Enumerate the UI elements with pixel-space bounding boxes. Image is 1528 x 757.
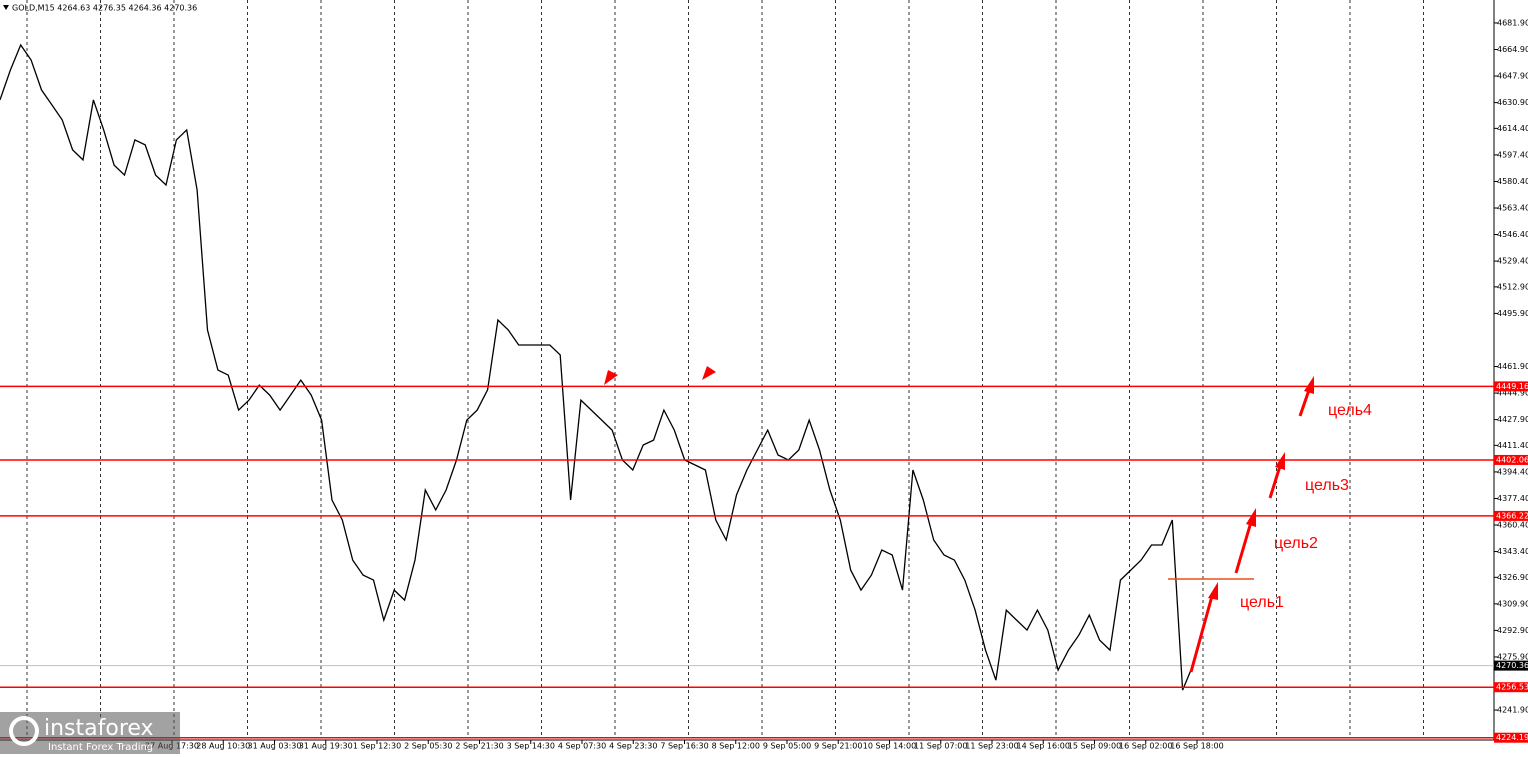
vertical-grid (26, 0, 1424, 738)
arrow-head (1246, 508, 1256, 527)
chart-title: GOLD,M15 4264.63 4276.35 4264.36 4270.36 (12, 4, 197, 13)
x-tick-label: 8 Sep 12:00 (712, 742, 760, 751)
y-tick-label: 4461.90 (1497, 362, 1528, 371)
y-tick-label: 4241.90 (1497, 706, 1528, 715)
arrow (1268, 465, 1282, 499)
level-box (1494, 454, 1528, 465)
y-tick-label: 4394.40 (1497, 467, 1528, 476)
y-tick-label: 4427.90 (1497, 415, 1528, 424)
y-tick-label: 4444.90 (1497, 389, 1528, 398)
y-tick-label: 4529.40 (1497, 257, 1528, 266)
y-tick-label: 4681.90 (1497, 18, 1528, 27)
y-tick-label: 4360.40 (1497, 521, 1528, 530)
level-box (1494, 510, 1528, 521)
x-tick-label: 28 Aug 10:30 (196, 742, 250, 751)
y-tick-label: 4275.90 (1497, 652, 1528, 661)
watermark-tagline: Instant Forex Trading (48, 742, 153, 753)
x-tick-label: 9 Sep 21:00 (814, 742, 862, 751)
plot: 4681.90 4664.90 4647.90 4630.90 4614.40 4597.… (0, 18, 1528, 751)
level-label: 4402.06 (1496, 455, 1528, 464)
x-tick-label: 11 Sep 07:00 (914, 742, 967, 751)
y-tick-label: 4411.40 (1497, 441, 1528, 450)
x-tick-label: 11 Sep 23:00 (965, 742, 1018, 751)
level-label: 4366.22 (1496, 511, 1528, 520)
y-tick-label: 4512.90 (1497, 282, 1528, 291)
marker (702, 366, 716, 380)
level-box (1494, 381, 1528, 392)
x-tick-label: 16 Sep 18:00 (1170, 742, 1223, 751)
x-tick-label: 3 Sep 14:30 (507, 742, 555, 751)
y-tick-label: 4664.90 (1497, 45, 1528, 54)
x-tick-label: 4 Sep 23:30 (609, 742, 657, 751)
y-tick-label: 4580.40 (1497, 177, 1528, 186)
level-label: 4449.16 (1496, 382, 1528, 391)
x-tick-label: 31 Aug 19:30 (299, 742, 353, 751)
x-tick-label: 14 Sep 16:00 (1017, 742, 1070, 751)
annotation: цель4 (1328, 402, 1372, 419)
y-tick-label: 4647.90 (1497, 72, 1528, 81)
level-label: 4224.19 (1496, 733, 1528, 742)
current-price-box (1494, 660, 1528, 671)
x-tick-label: 9 Sep 05:00 (763, 742, 811, 751)
annotation: цель1 (1240, 594, 1284, 611)
arrow-head (1208, 582, 1218, 600)
x-tick-label: 10 Sep 14:00 (863, 742, 916, 751)
arrow (1189, 595, 1214, 673)
arrow (1234, 521, 1253, 574)
y-tick-label: 4343.40 (1497, 547, 1528, 556)
y-tick-label: 4495.90 (1497, 309, 1528, 318)
level-box (1494, 682, 1528, 693)
arrow-head (1275, 452, 1285, 470)
y-tick-label: 4614.40 (1497, 124, 1528, 133)
arrow-head (1304, 376, 1314, 394)
watermark-brand: instaforex (44, 716, 154, 741)
x-tick-label: 1 Sep 12:30 (353, 742, 401, 751)
y-tick-label: 4377.40 (1497, 494, 1528, 503)
x-tick-label: 2 Sep 05:30 (404, 742, 452, 751)
y-tick-label: 4630.90 (1497, 98, 1528, 107)
x-tick-label: 15 Sep 09:00 (1068, 742, 1121, 751)
y-tick-label: 4546.40 (1497, 230, 1528, 239)
watermark-logo (9, 716, 39, 746)
y-tick-label: 4309.90 (1497, 599, 1528, 608)
x-tick-label: 16 Sep 02:00 (1119, 742, 1172, 751)
watermark: instaforex Instant Forex Trading (0, 712, 180, 754)
y-tick-label: 4597.40 (1497, 150, 1528, 159)
level-label: 4256.53 (1496, 683, 1528, 692)
marker (604, 370, 618, 385)
y-tick-label: 4326.90 (1497, 573, 1528, 582)
arrows (604, 366, 1314, 673)
x-tick-label: 4 Sep 07:30 (558, 742, 606, 751)
y-tick-label: 4292.90 (1497, 626, 1528, 635)
price-line (0, 43, 1194, 691)
level-box (1494, 732, 1528, 743)
x-tick-label: 7 Sep 16:30 (660, 742, 708, 751)
annotation: цель3 (1305, 477, 1349, 494)
y-tick-label: 4563.40 (1497, 204, 1528, 213)
annotation: цель2 (1274, 535, 1318, 552)
arrow (1298, 389, 1311, 417)
x-tick-label: 31 Aug 03:30 (248, 742, 302, 751)
title-icon (3, 5, 9, 10)
current-price-label: 4270.36 (1496, 661, 1528, 670)
x-tick-label: 2 Sep 21:30 (455, 742, 503, 751)
